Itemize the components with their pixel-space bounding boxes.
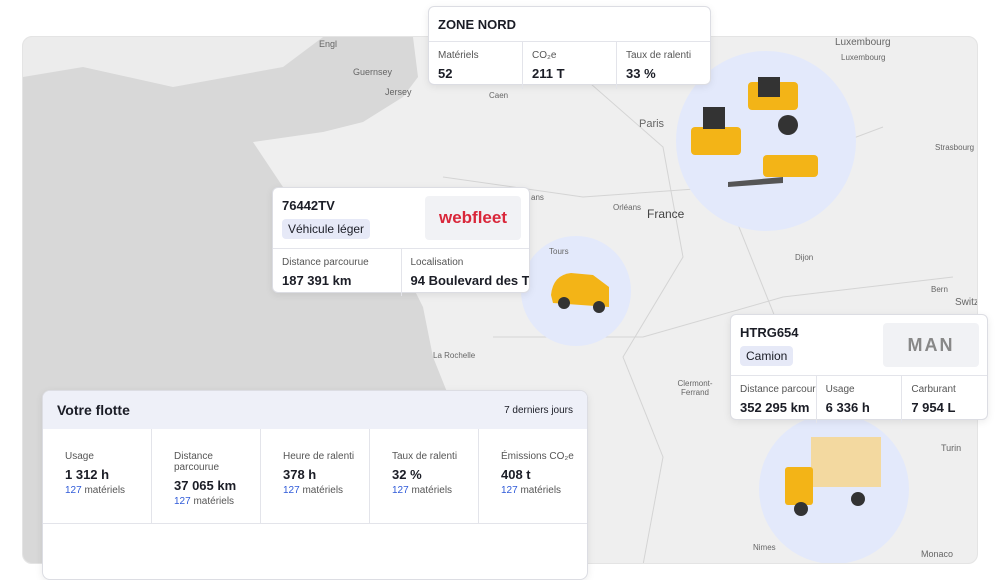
map-label: Monaco	[921, 549, 954, 559]
stat-count: 127 matériels	[283, 485, 359, 496]
vehicle-id: HTRG654	[740, 325, 799, 340]
vehicle-type: Camion	[740, 346, 794, 366]
stat-value: 33 %	[626, 66, 656, 81]
map-label: Luxembourg	[835, 37, 891, 48]
map-label: Caen	[489, 91, 509, 100]
count-unit: matériels	[302, 485, 344, 496]
stat: Usage 6 336 h	[815, 376, 902, 423]
fleet-title: Votre flotte	[57, 402, 130, 418]
stats-row: Matériels 52 CO₂e 211 T Taux de ralenti 33 %	[429, 41, 710, 89]
fleet-stat: Heure de ralenti 378 h 127 matériels	[260, 429, 369, 523]
fleet-stat: Émissions CO₂e 408 t 127 matériels	[478, 429, 587, 523]
stat: Distance parcourue 187 391 km	[273, 249, 401, 296]
stat-value: 211 T	[532, 66, 565, 81]
stat-value: 408 t	[501, 467, 531, 482]
stat-count: 127 matériels	[65, 485, 141, 496]
stat-value: 352 295 km	[740, 400, 810, 415]
map-label: La Rochelle	[433, 351, 476, 360]
zone-title: ZONE NORD	[438, 17, 516, 32]
map-label: Bern	[931, 285, 948, 294]
stat-count: 127 matériels	[174, 496, 250, 507]
stat: Matériels 52	[429, 42, 522, 89]
map-label: Guernsey	[353, 67, 393, 77]
stat-value: 37 065 km	[174, 478, 237, 493]
stat-value: 7 954 L	[911, 400, 956, 415]
stat-label: Distance parcourue	[174, 451, 220, 473]
map-label: Nimes	[753, 543, 776, 552]
vehicle-type: Véhicule léger	[282, 219, 371, 239]
stat-label: CO₂e	[532, 50, 557, 61]
stat-value: 378 h	[283, 467, 317, 482]
fleet-stats: Usage 1 312 h 127 matériels Distance parcou…	[43, 429, 587, 524]
stat-label: Taux de ralenti	[392, 451, 458, 462]
map-label: France	[647, 207, 685, 221]
truck-icon	[785, 437, 881, 516]
vehicle-id: 76442TV	[282, 198, 335, 213]
stat-label: Carburant	[911, 384, 956, 395]
zone-card[interactable]: ZONE NORD Matériels 52 CO₂e 211 T Taux de ra…	[428, 6, 711, 89]
map-label: Luxembourg	[841, 53, 886, 62]
car-card[interactable]: 76442TV Véhicule léger webfleet Distance …	[272, 187, 530, 296]
stat-label: Usage	[825, 384, 855, 395]
map-label: Turin	[941, 443, 962, 453]
map-label: Jersey	[385, 87, 412, 97]
stat: Distance parcourue 352 295 km	[731, 376, 816, 423]
stat-value: 187 391 km	[282, 273, 352, 288]
stat-count: 127 matériels	[501, 485, 577, 496]
stat-value: 1 312 h	[65, 467, 110, 482]
map-label: Dijon	[795, 253, 814, 262]
map-label: Strasbourg	[935, 143, 975, 152]
stat: Taux de ralenti 33 %	[616, 42, 710, 89]
car-icon	[551, 273, 609, 313]
stat-label: Distance parcourue	[740, 384, 816, 395]
fleet-stat: Distance parcourue 37 065 km 127 matériels	[151, 429, 260, 523]
fleet-header: Votre flotte 7 derniers jours	[43, 391, 587, 429]
stat-label: Usage	[65, 451, 94, 462]
count: 127	[501, 485, 518, 496]
stat-label: Heure de ralenti	[283, 451, 355, 462]
stat: CO₂e 211 T	[522, 42, 616, 89]
stat: Localisation 94 Boulevard des T…	[400, 249, 530, 296]
count-unit: matériels	[84, 485, 126, 496]
map-label: Switz	[955, 297, 978, 308]
fleet-period: 7 derniers jours	[504, 404, 573, 416]
count: 127	[174, 496, 191, 507]
stats-row: Distance parcourue 187 391 km Localisation…	[273, 248, 529, 296]
logo: webfleet	[425, 196, 521, 240]
logo: MAN	[883, 323, 979, 367]
stat-label: Distance parcourue	[282, 257, 369, 268]
map-label: Paris	[639, 118, 665, 130]
stat: Carburant 7 954 L	[901, 376, 987, 423]
stat-value: 32 %	[392, 467, 422, 482]
map-label: ans	[531, 193, 544, 202]
count-unit: matériels	[411, 485, 453, 496]
map-label: Orléans	[613, 203, 642, 212]
stat-value: 94 Boulevard des T…	[410, 273, 530, 288]
map-label: Clermont-Ferrand	[677, 379, 713, 397]
stat-label: Taux de ralenti	[626, 50, 692, 61]
count: 127	[283, 485, 300, 496]
stat-label: Émissions CO₂e	[501, 451, 574, 462]
page: Engl Guernsey Jersey Caen Paris Luxembou…	[22, 6, 988, 580]
fleet-stat: Taux de ralenti 32 % 127 matériels	[369, 429, 478, 523]
truck-card[interactable]: HTRG654 Camion MAN Distance parcourue 352 …	[730, 314, 988, 423]
fleet-panel: Votre flotte 7 derniers jours Usage 1 312…	[42, 390, 588, 580]
count: 127	[65, 485, 82, 496]
map-label: Engl	[319, 39, 338, 49]
stat-label: Matériels	[438, 50, 479, 61]
machines	[691, 77, 818, 187]
stat-label: Localisation	[410, 257, 464, 268]
fleet-stat: Usage 1 312 h 127 matériels	[43, 429, 151, 523]
count-unit: matériels	[193, 496, 235, 507]
map-label: Tours	[549, 247, 569, 256]
count: 127	[392, 485, 409, 496]
count-unit: matériels	[520, 485, 562, 496]
stat-value: 6 336 h	[825, 400, 870, 415]
stat-value: 52	[438, 66, 453, 81]
stats-row: Distance parcourue 352 295 km Usage 6 336 h…	[731, 375, 987, 423]
stat-count: 127 matériels	[392, 485, 468, 496]
